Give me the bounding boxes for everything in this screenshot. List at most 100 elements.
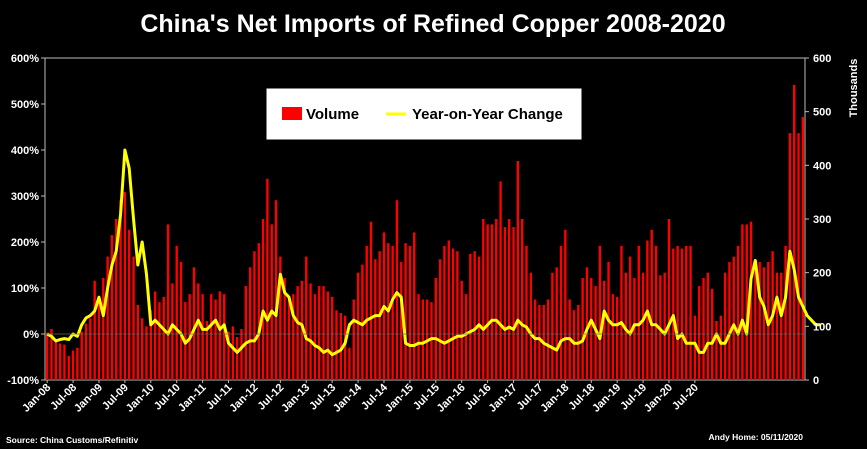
volume-bar — [477, 256, 481, 380]
volume-bar — [667, 219, 671, 380]
volume-bar — [244, 286, 247, 380]
volume-bar — [166, 224, 170, 380]
volume-bar — [214, 299, 217, 380]
volume-bar — [598, 245, 602, 380]
volume-bar — [335, 310, 338, 380]
volume-bar — [585, 267, 589, 380]
volume-bar — [698, 286, 701, 380]
left-tick-label: 400% — [11, 145, 39, 157]
volume-bar — [775, 272, 779, 380]
volume-bar — [732, 256, 735, 380]
volume-bar — [322, 286, 325, 380]
volume-bar — [706, 272, 710, 380]
volume-bar — [503, 227, 507, 380]
volume-bar — [140, 318, 144, 380]
volume-bar — [89, 318, 92, 380]
volume-bar — [641, 272, 645, 380]
volume-bar — [171, 283, 174, 380]
volume-bar — [443, 245, 446, 380]
volume-bar — [119, 200, 122, 380]
volume-bar — [404, 243, 407, 380]
volume-bar — [84, 323, 88, 380]
volume-bar — [76, 347, 79, 380]
volume-bar — [106, 256, 109, 380]
volume-bar — [719, 315, 722, 380]
volume-bar — [71, 350, 75, 380]
volume-bar — [741, 224, 744, 380]
volume-bar — [93, 280, 96, 380]
right-tick-label: 400 — [813, 160, 831, 172]
right-tick-label: 100 — [813, 321, 831, 333]
volume-bar — [728, 261, 731, 380]
volume-bar — [520, 219, 524, 380]
volume-bar — [54, 339, 57, 380]
volume-bar — [45, 332, 49, 380]
volume-bar — [581, 278, 584, 380]
right-tick-label: 200 — [813, 268, 831, 280]
volume-bar — [391, 245, 394, 380]
right-tick-label: 500 — [813, 107, 831, 119]
volume-bar — [417, 294, 420, 380]
volume-bar — [115, 219, 118, 380]
volume-bar — [361, 264, 364, 380]
legend-label-yoy: Year-on-Year Change — [412, 106, 563, 123]
volume-bar — [279, 256, 282, 380]
volume-bar — [749, 221, 753, 380]
left-tick-label: 600% — [11, 53, 39, 65]
volume-bar — [758, 261, 761, 380]
volume-bar — [136, 304, 140, 380]
volume-bar — [145, 326, 148, 380]
volume-bar — [430, 302, 433, 380]
left-tick-label: 0% — [23, 329, 39, 341]
left-tick-label: -100% — [7, 375, 39, 387]
left-tick-label: 300% — [11, 191, 39, 203]
credit-annotation: Andy Home: 05/11/2020 — [709, 432, 804, 442]
right-axis-label: Thousands — [848, 59, 860, 118]
legend-swatch-volume — [282, 107, 302, 120]
volume-bar — [736, 245, 740, 380]
volume-bar — [123, 192, 127, 380]
volume-bar — [628, 256, 632, 380]
volume-bar — [559, 245, 563, 380]
volume-bar — [223, 294, 226, 380]
volume-bar — [110, 235, 114, 380]
volume-bar — [339, 312, 342, 380]
volume-bar — [149, 310, 152, 380]
volume-bar — [745, 224, 748, 380]
volume-bar — [97, 299, 101, 380]
volume-bar — [451, 248, 455, 380]
volume-bar — [460, 280, 463, 380]
volume-bar — [374, 259, 377, 380]
volume-bar — [283, 278, 286, 380]
volume-bar — [210, 294, 213, 380]
volume-bar — [801, 117, 805, 380]
volume-bar — [274, 200, 278, 380]
legend-label-volume: Volume — [306, 106, 359, 123]
legend-box — [265, 87, 583, 141]
yoy-line — [46, 148, 821, 357]
volume-bar — [365, 245, 368, 380]
volume-bar — [395, 200, 399, 380]
volume-bar — [356, 272, 360, 380]
volume-bar — [132, 256, 135, 380]
legend: Volume Year-on-Year Change — [265, 87, 583, 141]
volume-bar — [413, 232, 416, 380]
volume-bar — [438, 259, 442, 380]
volume-bar — [512, 227, 515, 380]
volume-bar — [702, 278, 705, 380]
volume-bar — [287, 299, 291, 380]
volume-bar — [227, 331, 230, 380]
volume-bar — [102, 278, 105, 380]
volume-bar — [754, 261, 757, 380]
volume-bar — [516, 161, 520, 380]
volume-bar — [685, 245, 688, 380]
volume-bar — [292, 294, 295, 380]
volume-bar — [63, 344, 66, 380]
volume-bar — [326, 291, 330, 380]
volume-bar — [447, 240, 450, 380]
left-tick-label: 500% — [11, 99, 39, 111]
volume-bar — [318, 286, 321, 380]
volume-bar — [590, 278, 593, 380]
volume-bar — [564, 229, 567, 380]
